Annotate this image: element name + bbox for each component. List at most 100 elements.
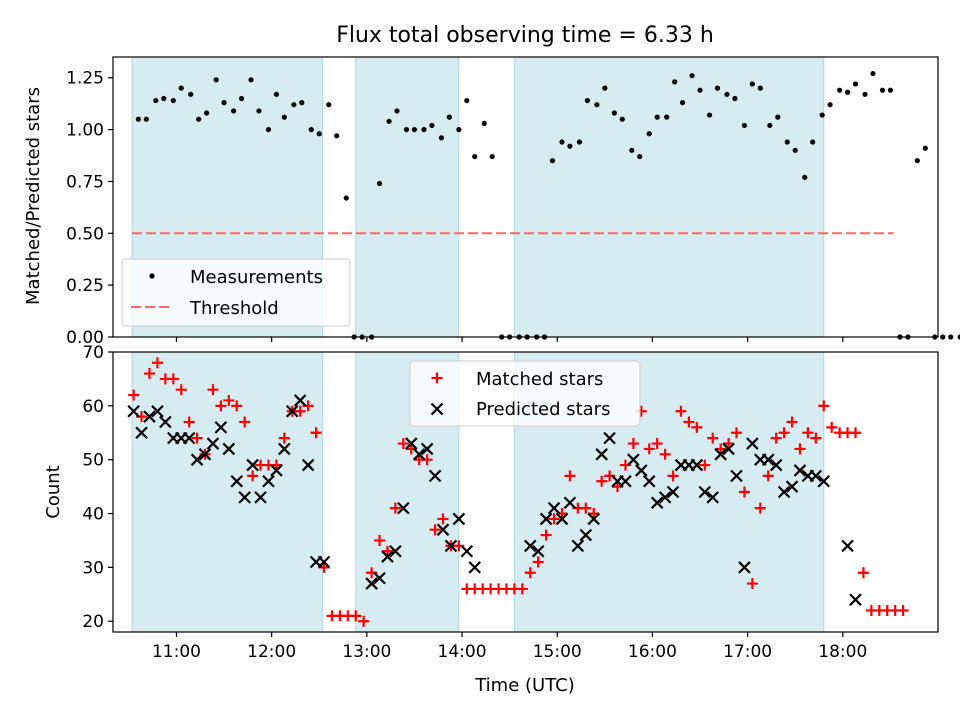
measurement-point bbox=[870, 70, 876, 77]
measurement-point bbox=[299, 100, 305, 106]
legend: Matched stars Predicted stars bbox=[409, 360, 641, 427]
legend-label-threshold: Threshold bbox=[189, 298, 279, 319]
predicted-star-point bbox=[381, 550, 394, 563]
predicted-star-point bbox=[206, 437, 220, 450]
y-tick-label: 50 bbox=[82, 451, 104, 471]
y-tick-label: 30 bbox=[82, 558, 104, 578]
matched-star-point bbox=[429, 524, 441, 536]
measurement-point bbox=[238, 95, 245, 102]
predicted-star-point bbox=[738, 561, 751, 574]
measurement-point bbox=[196, 116, 202, 122]
bottom-panel: 20 30 40 50 60 70 11:00 12:00 13:00 14:00 15:00 16:… bbox=[82, 343, 939, 662]
observing-window-band bbox=[131, 351, 323, 633]
measurement-point bbox=[326, 102, 332, 108]
measurement-point bbox=[438, 135, 445, 141]
legend-label-predicted: Predicted stars bbox=[476, 399, 610, 420]
measurement-point bbox=[940, 334, 946, 340]
predicted-star-point bbox=[555, 512, 569, 526]
measurement-point bbox=[265, 126, 272, 133]
measurement-point bbox=[767, 122, 773, 129]
predicted-star-point bbox=[603, 431, 616, 445]
predicted-star-point bbox=[698, 485, 712, 499]
measurement-point bbox=[741, 122, 748, 129]
measurement-point bbox=[827, 102, 833, 108]
measurement-point bbox=[584, 97, 590, 104]
x-tick-label: 15:00 bbox=[533, 642, 582, 662]
matched-star-point bbox=[857, 567, 869, 579]
predicted-star-point bbox=[222, 442, 236, 456]
measurement-point bbox=[948, 334, 954, 340]
legend-label-matched: Matched stars bbox=[476, 369, 603, 390]
matched-star-point bbox=[746, 578, 758, 590]
measurement-point bbox=[481, 120, 487, 126]
measurement-point bbox=[213, 77, 219, 83]
y-tick-label: 0.00 bbox=[66, 328, 104, 348]
matched-star-point bbox=[231, 400, 243, 412]
y-tick-label: 1.00 bbox=[66, 121, 104, 141]
measurement-point bbox=[204, 110, 210, 116]
measurement-point bbox=[230, 108, 237, 114]
matched-star-point bbox=[207, 384, 219, 396]
matched-star-point bbox=[897, 604, 909, 616]
predicted-star-point bbox=[143, 410, 156, 423]
measurement-point bbox=[576, 139, 583, 145]
measurement-point bbox=[394, 108, 400, 114]
measurement-point bbox=[143, 116, 149, 122]
predicted-star-point bbox=[642, 474, 656, 488]
predicted-star-point bbox=[127, 404, 140, 418]
measurement-point bbox=[602, 85, 608, 91]
predicted-star-point bbox=[460, 544, 474, 558]
matched-star-point bbox=[516, 583, 528, 595]
matched-star-point bbox=[691, 421, 703, 433]
measurement-point bbox=[386, 118, 392, 124]
measurement-point bbox=[887, 87, 894, 93]
measurement-point bbox=[256, 108, 262, 114]
legend-label-measurements: Measurements bbox=[190, 267, 323, 288]
measurement-point bbox=[316, 131, 322, 137]
predicted-star-point bbox=[730, 469, 743, 483]
matched-star-point bbox=[667, 470, 679, 482]
matched-star-point bbox=[215, 400, 227, 412]
y-tick-label: 0.75 bbox=[66, 172, 104, 192]
measurement-point bbox=[852, 81, 859, 87]
predicted-star-point bbox=[595, 448, 608, 461]
measurement-point bbox=[343, 195, 349, 201]
measurement-point bbox=[784, 139, 790, 145]
measurement-point bbox=[456, 126, 462, 133]
matched-star-point bbox=[350, 610, 362, 622]
matched-star-point bbox=[762, 470, 774, 482]
measurement-point bbox=[489, 153, 495, 160]
matched-star-point bbox=[270, 459, 282, 471]
predicted-star-point bbox=[397, 501, 410, 515]
matched-star-point bbox=[294, 405, 306, 417]
matched-star-point bbox=[128, 389, 140, 401]
predicted-star-point bbox=[301, 458, 315, 472]
predicted-star-point bbox=[389, 544, 402, 558]
measurement-point bbox=[957, 334, 960, 340]
measurement-point bbox=[697, 87, 703, 93]
measurement-point bbox=[619, 116, 625, 122]
matched-star-point bbox=[723, 438, 735, 450]
matched-star-point bbox=[437, 513, 449, 525]
matched-star-point bbox=[540, 529, 552, 541]
matched-star-point bbox=[643, 443, 655, 455]
predicted-star-point bbox=[420, 442, 434, 456]
predicted-star-point bbox=[373, 571, 386, 585]
axes-frame bbox=[112, 351, 939, 633]
matched-star-point bbox=[167, 373, 179, 385]
measurement-point bbox=[334, 133, 340, 139]
predicted-star-point bbox=[523, 539, 537, 553]
predicted-star-point bbox=[404, 437, 418, 450]
measurement-point bbox=[549, 158, 556, 164]
x-tick-label: 12:00 bbox=[247, 642, 296, 662]
predicted-star-point bbox=[254, 491, 267, 504]
predicted-star-point bbox=[785, 480, 799, 493]
matched-star-point bbox=[738, 486, 750, 498]
predicted-star-point bbox=[761, 453, 775, 466]
measurement-point bbox=[221, 100, 227, 106]
measurement-point bbox=[376, 180, 383, 187]
predicted-star-point bbox=[690, 458, 704, 472]
measurement-point bbox=[629, 147, 635, 153]
predicted-star-point bbox=[635, 464, 648, 477]
predicted-star-point bbox=[270, 464, 283, 477]
